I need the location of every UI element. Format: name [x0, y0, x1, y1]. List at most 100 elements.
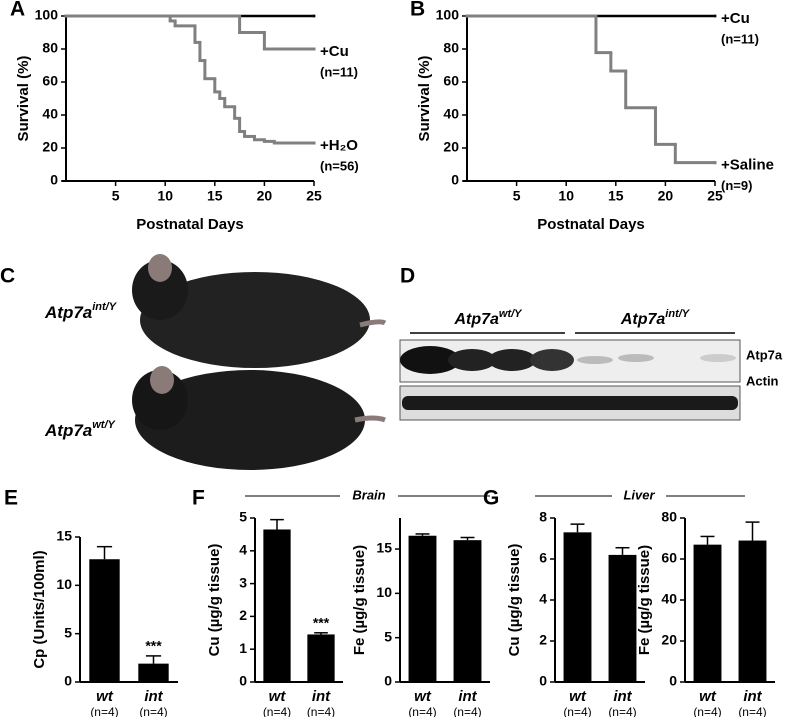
y-axis-label: Survival (%): [15, 56, 32, 142]
y-tick-label: 60: [42, 73, 58, 89]
y-tick-label: 80: [42, 40, 58, 56]
y-axis-label: Cp (Units/100ml): [31, 550, 48, 668]
y-axis-label: Survival (%): [416, 56, 433, 142]
y-tick-label: 1: [239, 640, 247, 656]
tissue-label: Brain: [352, 487, 385, 502]
panel-letter: D: [400, 265, 415, 288]
y-tick-label: 60: [661, 550, 677, 566]
genotype-label: Atp7aint/Y: [44, 301, 118, 323]
n-label: (n=4): [453, 705, 481, 717]
y-axis-label: Fe (µg/g tissue): [351, 545, 368, 655]
y-tick-label: 20: [42, 139, 58, 155]
y-tick-label: 8: [539, 509, 547, 525]
series-label: +Cu: [721, 10, 750, 27]
y-tick-label: 0: [451, 172, 459, 188]
panel-letter: C: [0, 265, 15, 288]
y-tick-label: 100: [35, 7, 59, 23]
n-label: (n=4): [608, 705, 636, 717]
blot-group-label: Atp7aint/Y: [620, 308, 691, 328]
x-tick-label: wt: [269, 688, 287, 705]
x-tick-label: wt: [414, 688, 432, 705]
bar: [307, 634, 335, 682]
y-tick-label: 5: [64, 624, 72, 640]
y-tick-label: 60: [443, 73, 459, 89]
x-tick-label: 15: [608, 188, 624, 204]
n-label: (n=4): [139, 705, 167, 717]
y-tick-label: 2: [239, 607, 247, 623]
x-tick-label: 20: [658, 188, 674, 204]
bar: [453, 540, 482, 682]
y-tick-label: 15: [376, 540, 392, 556]
x-tick-label: 20: [257, 188, 273, 204]
series-n: (n=11): [320, 64, 358, 79]
series-n: (n=56): [320, 158, 359, 173]
x-tick-label: int: [458, 688, 477, 705]
x-tick-label: wt: [699, 688, 717, 705]
y-tick-label: 4: [239, 542, 247, 558]
series-label: +Saline: [721, 157, 774, 174]
western-blot: [399, 332, 741, 421]
y-tick-label: 6: [539, 550, 547, 566]
series-label: +H₂O: [320, 137, 358, 154]
y-tick-label: 4: [539, 591, 547, 607]
mouse-photo: [132, 254, 387, 470]
bar: [408, 535, 437, 682]
y-tick-label: 15: [56, 528, 72, 544]
bar: [608, 554, 637, 682]
panel-letter: E: [4, 487, 18, 510]
x-tick-label: 10: [157, 188, 173, 204]
genotype-label: Atp7awt/Y: [44, 419, 117, 441]
n-label: (n=4): [563, 705, 591, 717]
y-tick-label: 40: [661, 591, 677, 607]
blot-group-label: Atp7awt/Y: [453, 308, 523, 328]
y-tick-label: 0: [539, 673, 547, 689]
y-tick-label: 0: [64, 673, 72, 689]
band-label: Actin: [746, 373, 779, 388]
y-tick-label: 0: [50, 172, 58, 188]
n-label: (n=4): [693, 705, 721, 717]
x-tick-label: int: [312, 688, 331, 705]
x-tick-label: int: [613, 688, 632, 705]
n-label: (n=4): [263, 705, 291, 717]
label-bg: [612, 486, 666, 506]
y-tick-label: 0: [384, 673, 392, 689]
bar: [738, 540, 767, 682]
y-tick-label: 80: [443, 40, 459, 56]
y-tick-label: 10: [56, 576, 72, 592]
y-tick-label: 2: [539, 632, 547, 648]
y-tick-label: 3: [239, 574, 247, 590]
y-tick-label: 5: [239, 509, 247, 525]
series-n: (n=11): [721, 31, 759, 46]
x-tick-label: 10: [558, 188, 574, 204]
x-tick-label: int: [144, 688, 163, 705]
n-label: (n=4): [90, 705, 118, 717]
y-tick-label: 40: [443, 106, 459, 122]
bar: [563, 532, 592, 682]
y-axis-label: Cu (µg/g tissue): [206, 544, 223, 657]
y-tick-label: 40: [42, 106, 58, 122]
y-tick-label: 100: [436, 7, 460, 23]
y-tick-label: 20: [661, 632, 677, 648]
y-tick-label: 80: [661, 509, 677, 525]
label-bg: [340, 486, 398, 506]
tissue-label: Liver: [623, 487, 655, 502]
y-axis-label: Cu (µg/g tissue): [506, 544, 523, 657]
bar: [89, 559, 120, 682]
y-tick-label: 0: [239, 673, 247, 689]
n-label: (n=4): [738, 705, 766, 717]
n-label: (n=4): [307, 705, 335, 717]
x-tick-label: 25: [306, 188, 322, 204]
x-tick-label: 5: [112, 188, 120, 204]
bar: [263, 529, 291, 682]
band-label: Atp7a: [746, 347, 783, 362]
x-tick-label: int: [743, 688, 762, 705]
x-axis-label: Postnatal Days: [136, 216, 244, 233]
series-label: +Cu: [320, 43, 349, 60]
panel-letter: G: [483, 487, 499, 510]
significance: ***: [145, 638, 162, 654]
x-tick-label: 15: [207, 188, 223, 204]
y-tick-label: 5: [384, 628, 392, 644]
y-tick-label: 20: [443, 139, 459, 155]
bar: [693, 544, 722, 682]
